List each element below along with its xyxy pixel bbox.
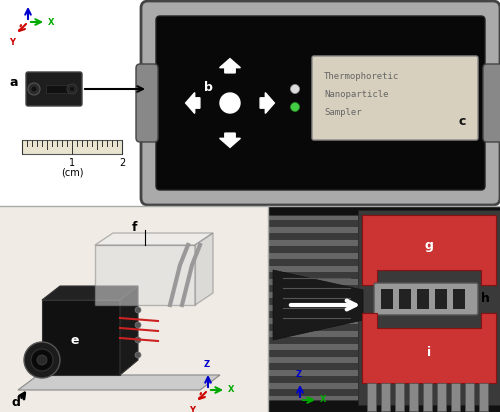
- Text: d: d: [12, 396, 20, 409]
- Bar: [451, 383, 460, 411]
- Bar: [268, 206, 500, 412]
- Text: Y: Y: [190, 405, 196, 412]
- Circle shape: [31, 349, 53, 371]
- Text: i: i: [427, 346, 431, 360]
- FancyBboxPatch shape: [312, 56, 478, 140]
- Bar: [268, 259, 358, 266]
- Circle shape: [220, 93, 240, 113]
- Bar: [453, 289, 465, 309]
- Bar: [268, 220, 358, 227]
- Text: Z: Z: [24, 0, 30, 1]
- Circle shape: [28, 83, 40, 95]
- Polygon shape: [120, 286, 138, 375]
- FancyBboxPatch shape: [136, 64, 158, 142]
- Bar: [268, 324, 358, 331]
- Bar: [268, 233, 358, 240]
- Circle shape: [135, 322, 141, 328]
- Bar: [0, 206, 268, 412]
- Text: Y: Y: [10, 37, 16, 47]
- Polygon shape: [18, 375, 220, 390]
- Text: c: c: [458, 115, 466, 128]
- Bar: [268, 272, 358, 279]
- Circle shape: [24, 342, 60, 378]
- Circle shape: [135, 307, 141, 313]
- Text: X: X: [48, 17, 54, 26]
- Polygon shape: [362, 313, 496, 383]
- Bar: [381, 289, 393, 309]
- Bar: [268, 215, 363, 400]
- Bar: [268, 376, 358, 383]
- FancyBboxPatch shape: [374, 283, 478, 315]
- Polygon shape: [186, 93, 200, 113]
- Circle shape: [290, 84, 300, 94]
- Polygon shape: [42, 300, 120, 375]
- Polygon shape: [42, 286, 138, 300]
- Circle shape: [135, 337, 141, 343]
- Text: Sampler: Sampler: [324, 108, 362, 117]
- FancyBboxPatch shape: [156, 16, 485, 190]
- Text: X: X: [320, 396, 326, 405]
- Bar: [268, 337, 358, 344]
- Circle shape: [37, 355, 47, 365]
- Circle shape: [290, 103, 300, 112]
- Bar: [409, 383, 418, 411]
- Bar: [367, 383, 376, 411]
- Polygon shape: [362, 215, 496, 285]
- Bar: [435, 289, 447, 309]
- Bar: [465, 383, 474, 411]
- Text: X: X: [228, 386, 234, 395]
- Text: a: a: [10, 75, 18, 89]
- Text: Z: Z: [204, 360, 210, 369]
- Bar: [417, 289, 429, 309]
- Polygon shape: [195, 233, 213, 305]
- Bar: [437, 383, 446, 411]
- Bar: [268, 285, 358, 292]
- Bar: [268, 389, 358, 396]
- Text: h: h: [481, 293, 490, 306]
- Circle shape: [67, 84, 77, 94]
- Text: e: e: [71, 333, 79, 346]
- Bar: [358, 210, 500, 405]
- Bar: [268, 363, 358, 370]
- Bar: [95, 245, 195, 305]
- Text: 2: 2: [119, 158, 125, 168]
- Polygon shape: [220, 59, 240, 73]
- Bar: [381, 383, 390, 411]
- Polygon shape: [95, 233, 213, 245]
- FancyBboxPatch shape: [483, 64, 500, 142]
- Bar: [0, 0, 145, 206]
- Bar: [268, 350, 358, 357]
- Circle shape: [31, 86, 37, 92]
- Bar: [268, 246, 358, 253]
- Bar: [399, 289, 411, 309]
- Text: g: g: [424, 239, 434, 251]
- Circle shape: [70, 87, 74, 91]
- Text: b: b: [204, 80, 212, 94]
- Circle shape: [135, 352, 141, 358]
- Polygon shape: [273, 270, 363, 340]
- Text: Z: Z: [296, 370, 302, 379]
- Text: (cm): (cm): [61, 167, 83, 177]
- FancyBboxPatch shape: [141, 1, 500, 205]
- Bar: [423, 383, 432, 411]
- Bar: [268, 311, 358, 318]
- FancyBboxPatch shape: [26, 72, 82, 106]
- Bar: [268, 298, 358, 305]
- Text: f: f: [132, 220, 138, 234]
- Text: 1: 1: [69, 158, 75, 168]
- Polygon shape: [260, 93, 274, 113]
- Bar: [395, 383, 404, 411]
- Text: Nanoparticle: Nanoparticle: [324, 89, 388, 98]
- Bar: [479, 383, 488, 411]
- Polygon shape: [220, 133, 240, 147]
- Bar: [46, 85, 68, 93]
- Text: Thermophoretic: Thermophoretic: [324, 72, 399, 80]
- Bar: [22, 140, 122, 154]
